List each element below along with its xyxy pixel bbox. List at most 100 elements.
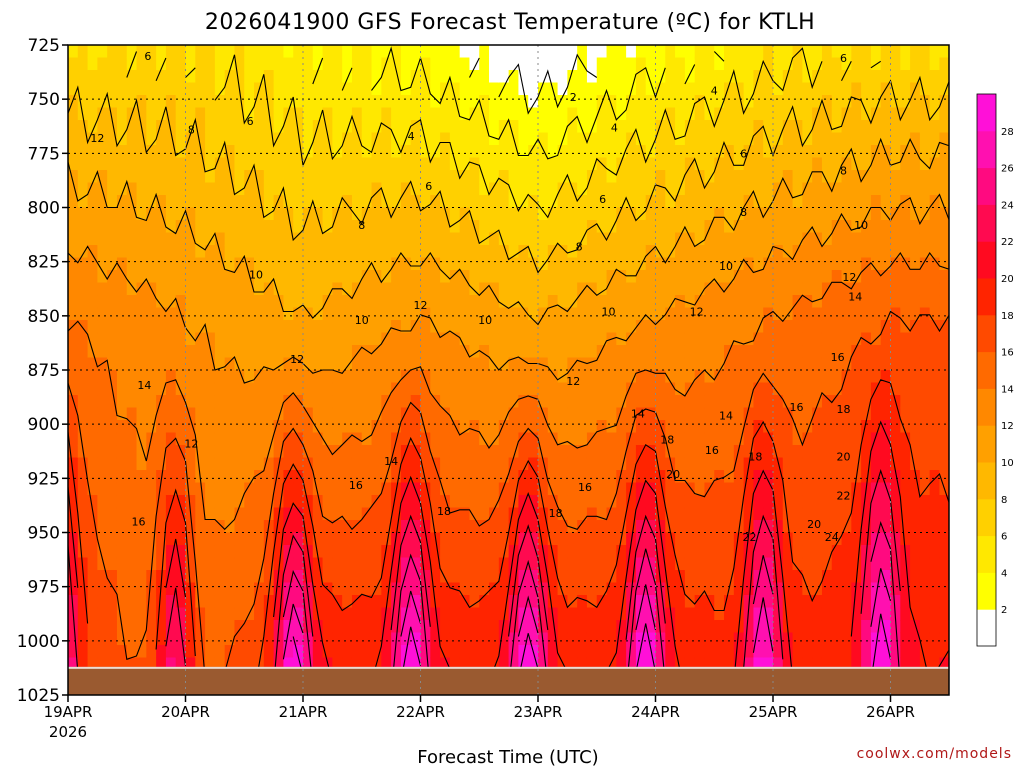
temperature-cell <box>655 157 666 171</box>
temperature-cell <box>68 382 79 396</box>
temperature-cell <box>567 632 578 646</box>
temperature-cell <box>538 70 549 84</box>
temperature-cell <box>704 570 715 584</box>
temperature-cell <box>185 157 196 171</box>
temperature-cell <box>205 295 216 309</box>
temperature-cell <box>890 632 901 646</box>
temperature-cell <box>733 632 745 646</box>
temperature-cell <box>792 620 803 634</box>
temperature-cell <box>107 232 118 246</box>
temperature-cell <box>596 645 608 659</box>
temperature-cell <box>704 220 715 234</box>
temperature-cell <box>900 582 911 596</box>
temperature-cell <box>312 170 324 184</box>
temperature-cell <box>107 357 118 371</box>
temperature-cell <box>459 332 471 346</box>
temperature-cell <box>430 45 441 59</box>
temperature-cell <box>939 420 949 434</box>
temperature-cell <box>802 70 813 84</box>
temperature-cell <box>645 432 657 446</box>
temperature-cell <box>97 445 108 459</box>
temperature-cell <box>283 257 294 271</box>
temperature-cell <box>773 520 784 534</box>
isotherm-line <box>185 67 196 78</box>
temperature-cell <box>900 320 911 334</box>
temperature-cell <box>420 607 431 621</box>
temperature-cell <box>254 132 265 146</box>
temperature-cell <box>430 370 441 384</box>
temperature-cell <box>704 520 715 534</box>
temperature-cell <box>557 532 568 546</box>
temperature-cell <box>332 445 343 459</box>
temperature-cell <box>391 232 402 246</box>
temperature-cell <box>714 170 725 184</box>
temperature-cell <box>156 282 167 296</box>
temperature-cell <box>635 45 647 59</box>
temperature-cell <box>205 407 216 421</box>
temperature-cell <box>841 332 852 346</box>
temperature-cell <box>479 57 490 71</box>
colorbar-label: 18 <box>1001 311 1014 322</box>
temperature-cell <box>244 432 255 446</box>
temperature-cell <box>557 620 568 634</box>
temperature-cell <box>870 420 882 434</box>
temperature-cell <box>205 457 216 471</box>
temperature-cell <box>665 557 676 571</box>
temperature-cell <box>303 507 314 521</box>
temperature-cell <box>753 657 764 671</box>
temperature-cell <box>498 620 510 634</box>
temperature-cell <box>195 57 206 71</box>
temperature-cell <box>224 220 236 234</box>
temperature-cell <box>303 482 314 496</box>
temperature-cell <box>880 320 892 334</box>
temperature-cell <box>821 657 833 671</box>
temperature-cell <box>126 295 138 309</box>
temperature-cell <box>312 645 324 659</box>
temperature-cell <box>126 470 138 484</box>
temperature-cell <box>851 532 862 546</box>
temperature-cell <box>890 120 901 134</box>
temperature-cell <box>675 307 686 321</box>
temperature-cell <box>606 445 617 459</box>
temperature-cell <box>224 445 236 459</box>
temperature-cell <box>97 307 108 321</box>
temperature-cell <box>498 520 510 534</box>
temperature-cell <box>684 495 696 509</box>
temperature-cell <box>675 632 686 646</box>
temperature-cell <box>802 520 813 534</box>
temperature-cell <box>596 82 608 96</box>
temperature-cell <box>107 582 118 596</box>
temperature-cell <box>489 482 500 496</box>
temperature-cell <box>97 620 108 634</box>
temperature-cell <box>489 132 500 146</box>
temperature-cell <box>332 232 343 246</box>
temperature-cell <box>263 345 275 359</box>
temperature-cell <box>195 570 206 584</box>
temperature-cell <box>577 620 588 634</box>
temperature-cell <box>851 520 862 534</box>
temperature-cell <box>635 157 647 171</box>
temperature-cell <box>655 107 666 121</box>
temperature-cell <box>841 245 852 259</box>
temperature-cell <box>68 445 79 459</box>
temperature-cell <box>371 245 382 259</box>
temperature-cell <box>322 507 333 521</box>
temperature-cell <box>841 207 852 221</box>
temperature-cell <box>165 632 177 646</box>
temperature-cell <box>684 607 696 621</box>
temperature-cell <box>293 95 304 109</box>
temperature-cell <box>821 57 833 71</box>
x-axis-title: Forecast Time (UTC) <box>417 747 598 768</box>
temperature-cell <box>939 220 949 234</box>
isotherm-line <box>165 538 187 598</box>
temperature-cell <box>244 195 255 209</box>
temperature-cell <box>449 332 461 346</box>
temperature-cell <box>440 120 451 134</box>
temperature-cell <box>821 245 833 259</box>
temperature-cell <box>400 370 412 384</box>
temperature-cell <box>802 482 813 496</box>
temperature-cell <box>831 407 843 421</box>
temperature-cell <box>244 120 255 134</box>
temperature-cell <box>567 170 578 184</box>
temperature-cell <box>586 95 598 109</box>
